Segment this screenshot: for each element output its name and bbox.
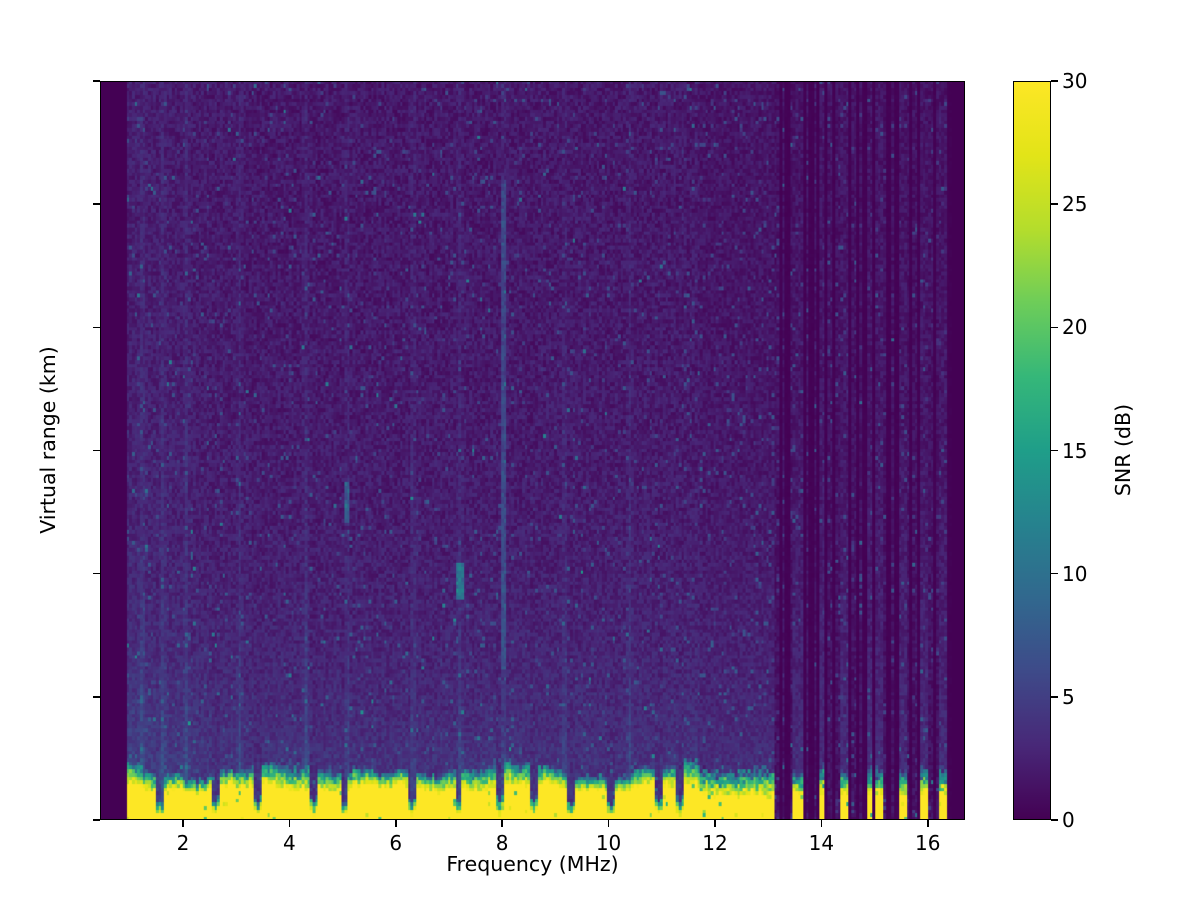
colorbar[interactable] <box>1013 81 1051 820</box>
x-axis-tick-mark <box>395 820 397 827</box>
colorbar-tick-label: 30 <box>1062 69 1088 93</box>
colorbar-tick-label: 20 <box>1062 315 1088 340</box>
x-axis-tick-mark <box>714 820 716 827</box>
colorbar-gradient <box>1014 82 1050 819</box>
y-axis-label: Virtual range (km) <box>36 346 60 534</box>
x-axis-tick-mark <box>501 820 503 827</box>
x-axis-tick-label: 14 <box>808 831 835 855</box>
colorbar-tick-mark <box>1051 203 1058 205</box>
x-axis-tick-mark <box>820 820 823 827</box>
x-axis-tick-label: 12 <box>702 831 728 855</box>
y-axis-tick-mark <box>93 203 100 205</box>
colorbar-tick-mark <box>1051 80 1058 82</box>
colorbar-tick-mark <box>1051 572 1058 575</box>
ionogram-plot-area[interactable] <box>100 81 965 820</box>
y-axis-tick-mark <box>93 572 100 575</box>
x-axis-tick-mark <box>607 820 610 827</box>
ionogram-heatmap <box>101 82 964 819</box>
x-axis-tick-label: 16 <box>915 831 941 855</box>
colorbar-tick-label: 15 <box>1062 438 1088 463</box>
y-axis-tick-mark <box>93 326 100 329</box>
x-axis-tick-label: 6 <box>389 831 403 855</box>
y-axis-tick-mark <box>93 449 100 452</box>
colorbar-tick-label: 10 <box>1062 561 1088 586</box>
colorbar-tick-label: 25 <box>1062 192 1088 217</box>
x-axis-tick-mark <box>927 820 929 827</box>
y-axis-tick-mark <box>93 80 100 82</box>
x-axis-label: Frequency (MHz) <box>446 852 619 876</box>
y-axis-tick-mark <box>93 696 100 698</box>
colorbar-tick-mark <box>1051 819 1058 821</box>
x-axis-tick-label: 4 <box>283 831 296 855</box>
x-axis-tick-label: 8 <box>495 831 509 855</box>
x-axis-tick-label: 10 <box>595 831 622 855</box>
colorbar-label: SNR (dB) <box>1111 403 1135 497</box>
colorbar-tick-mark <box>1051 449 1058 452</box>
colorbar-tick-mark <box>1051 326 1058 329</box>
x-axis-tick-label: 2 <box>176 831 190 855</box>
colorbar-tick-label: 0 <box>1062 808 1075 832</box>
x-axis-tick-mark <box>182 820 184 827</box>
colorbar-tick-mark <box>1051 696 1058 698</box>
y-axis-tick-mark <box>93 819 100 821</box>
x-axis-tick-mark <box>288 820 291 827</box>
colorbar-tick-label: 5 <box>1062 684 1075 709</box>
